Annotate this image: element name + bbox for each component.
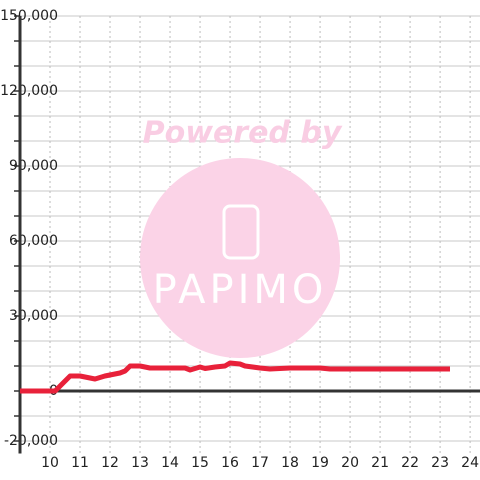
y-tick-label: 150,000 [0,8,58,24]
watermark-text: Powered by [143,116,343,151]
y-tick-label: -20,000 [4,433,58,449]
grid [20,15,480,454]
x-tick-label: 21 [371,455,389,471]
x-tick-label: 15 [191,455,209,471]
watermark: Powered by PAPIMO [140,116,343,358]
x-tick-label: 18 [281,455,299,471]
watermark-logo: PAPIMO [153,267,328,313]
x-tick-label: 10 [41,455,59,471]
x-tick-label: 22 [401,455,419,471]
data-line [20,360,450,394]
x-tick-label: 24 [461,455,479,471]
y-tick-label: 90,000 [9,158,58,174]
y-tick-label: 120,000 [0,83,58,99]
x-tick-label: 19 [311,455,329,471]
x-tick-label: 16 [221,455,239,471]
x-tick-label: 12 [101,455,119,471]
watermark-phone [222,204,260,260]
y-tick-label: 30,000 [9,308,58,324]
x-tick-label: 20 [341,455,359,471]
x-tick-label: 17 [251,455,269,471]
x-tick-label: 11 [71,455,89,471]
y-tick-label: 60,000 [9,233,58,249]
x-tick-label: 14 [161,455,179,471]
x-tick-label: 13 [131,455,149,471]
x-tick-label: 23 [431,455,449,471]
